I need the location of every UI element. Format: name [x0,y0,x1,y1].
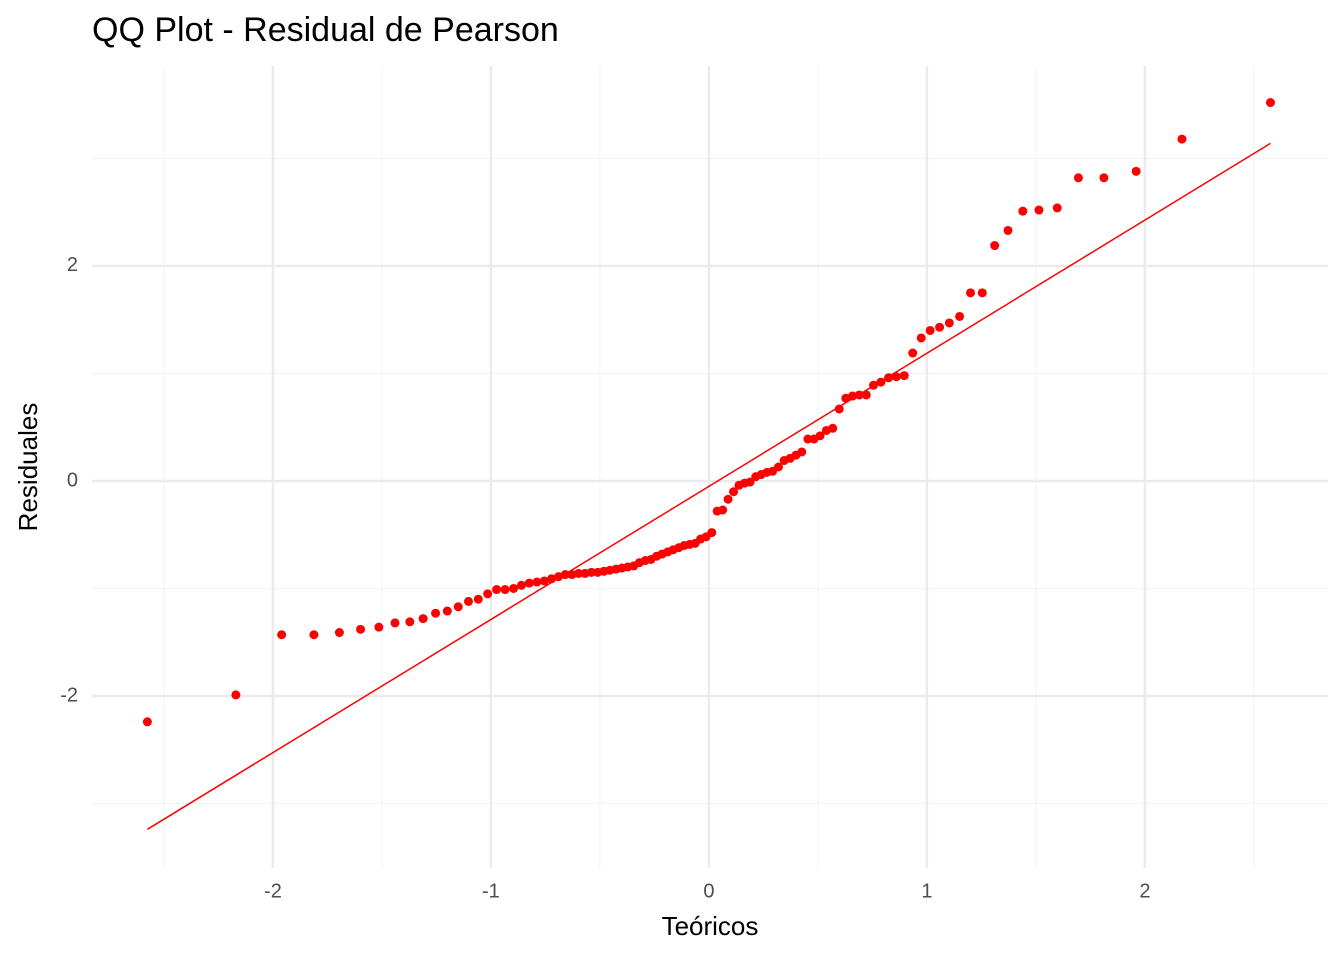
point [142,717,152,727]
point [841,393,851,403]
point [707,528,717,538]
point [848,391,858,401]
x-tick-label: 1 [921,880,932,902]
y-tick-label: 0 [67,469,78,491]
point [405,617,415,627]
point [1052,203,1062,213]
point [418,614,428,624]
point [1265,98,1275,108]
point [729,487,739,497]
y-axis-title: Residuales [13,403,43,532]
point [334,628,344,638]
y-tick-label: 2 [67,254,78,276]
x-tick-label: -1 [482,880,500,902]
point [374,622,384,632]
point [524,578,534,588]
point [431,608,441,618]
point [473,594,483,604]
point [277,630,287,640]
point [509,583,519,593]
point [574,568,584,578]
point [586,567,596,577]
point [723,494,733,504]
x-tick-label: 0 [703,880,714,902]
point [442,606,452,616]
point [815,431,825,441]
point [532,577,542,587]
point [828,423,838,433]
chart-title: QQ Plot - Residual de Pearson [92,11,559,49]
x-tick-label: -2 [264,880,282,902]
point [390,618,400,628]
point [908,348,918,358]
point [516,580,526,590]
point [1034,205,1044,215]
point [309,630,319,640]
x-axis-title: Teóricos [662,911,759,941]
point [463,596,473,606]
point [1018,206,1028,216]
y-tick-label: -2 [60,684,78,706]
point [935,322,945,332]
point [944,318,954,328]
point [1099,173,1109,183]
point [453,602,463,612]
point [916,333,926,343]
point [483,589,493,599]
point [745,477,755,487]
point [861,390,871,400]
point [977,288,987,298]
point [718,505,728,515]
x-tick-label: 2 [1139,880,1150,902]
point [231,690,241,700]
point [834,404,844,414]
point [1073,173,1083,183]
point [539,576,549,586]
point [925,325,935,335]
point [1131,166,1141,176]
reference-line [146,142,1271,830]
point [1177,134,1187,144]
point [965,288,975,298]
point [891,372,901,382]
point [797,447,807,457]
point [899,371,909,381]
point [773,462,783,472]
point [1003,225,1013,235]
point [955,311,965,321]
point [500,585,510,595]
point [990,241,1000,251]
point [356,624,366,634]
point [492,585,502,595]
